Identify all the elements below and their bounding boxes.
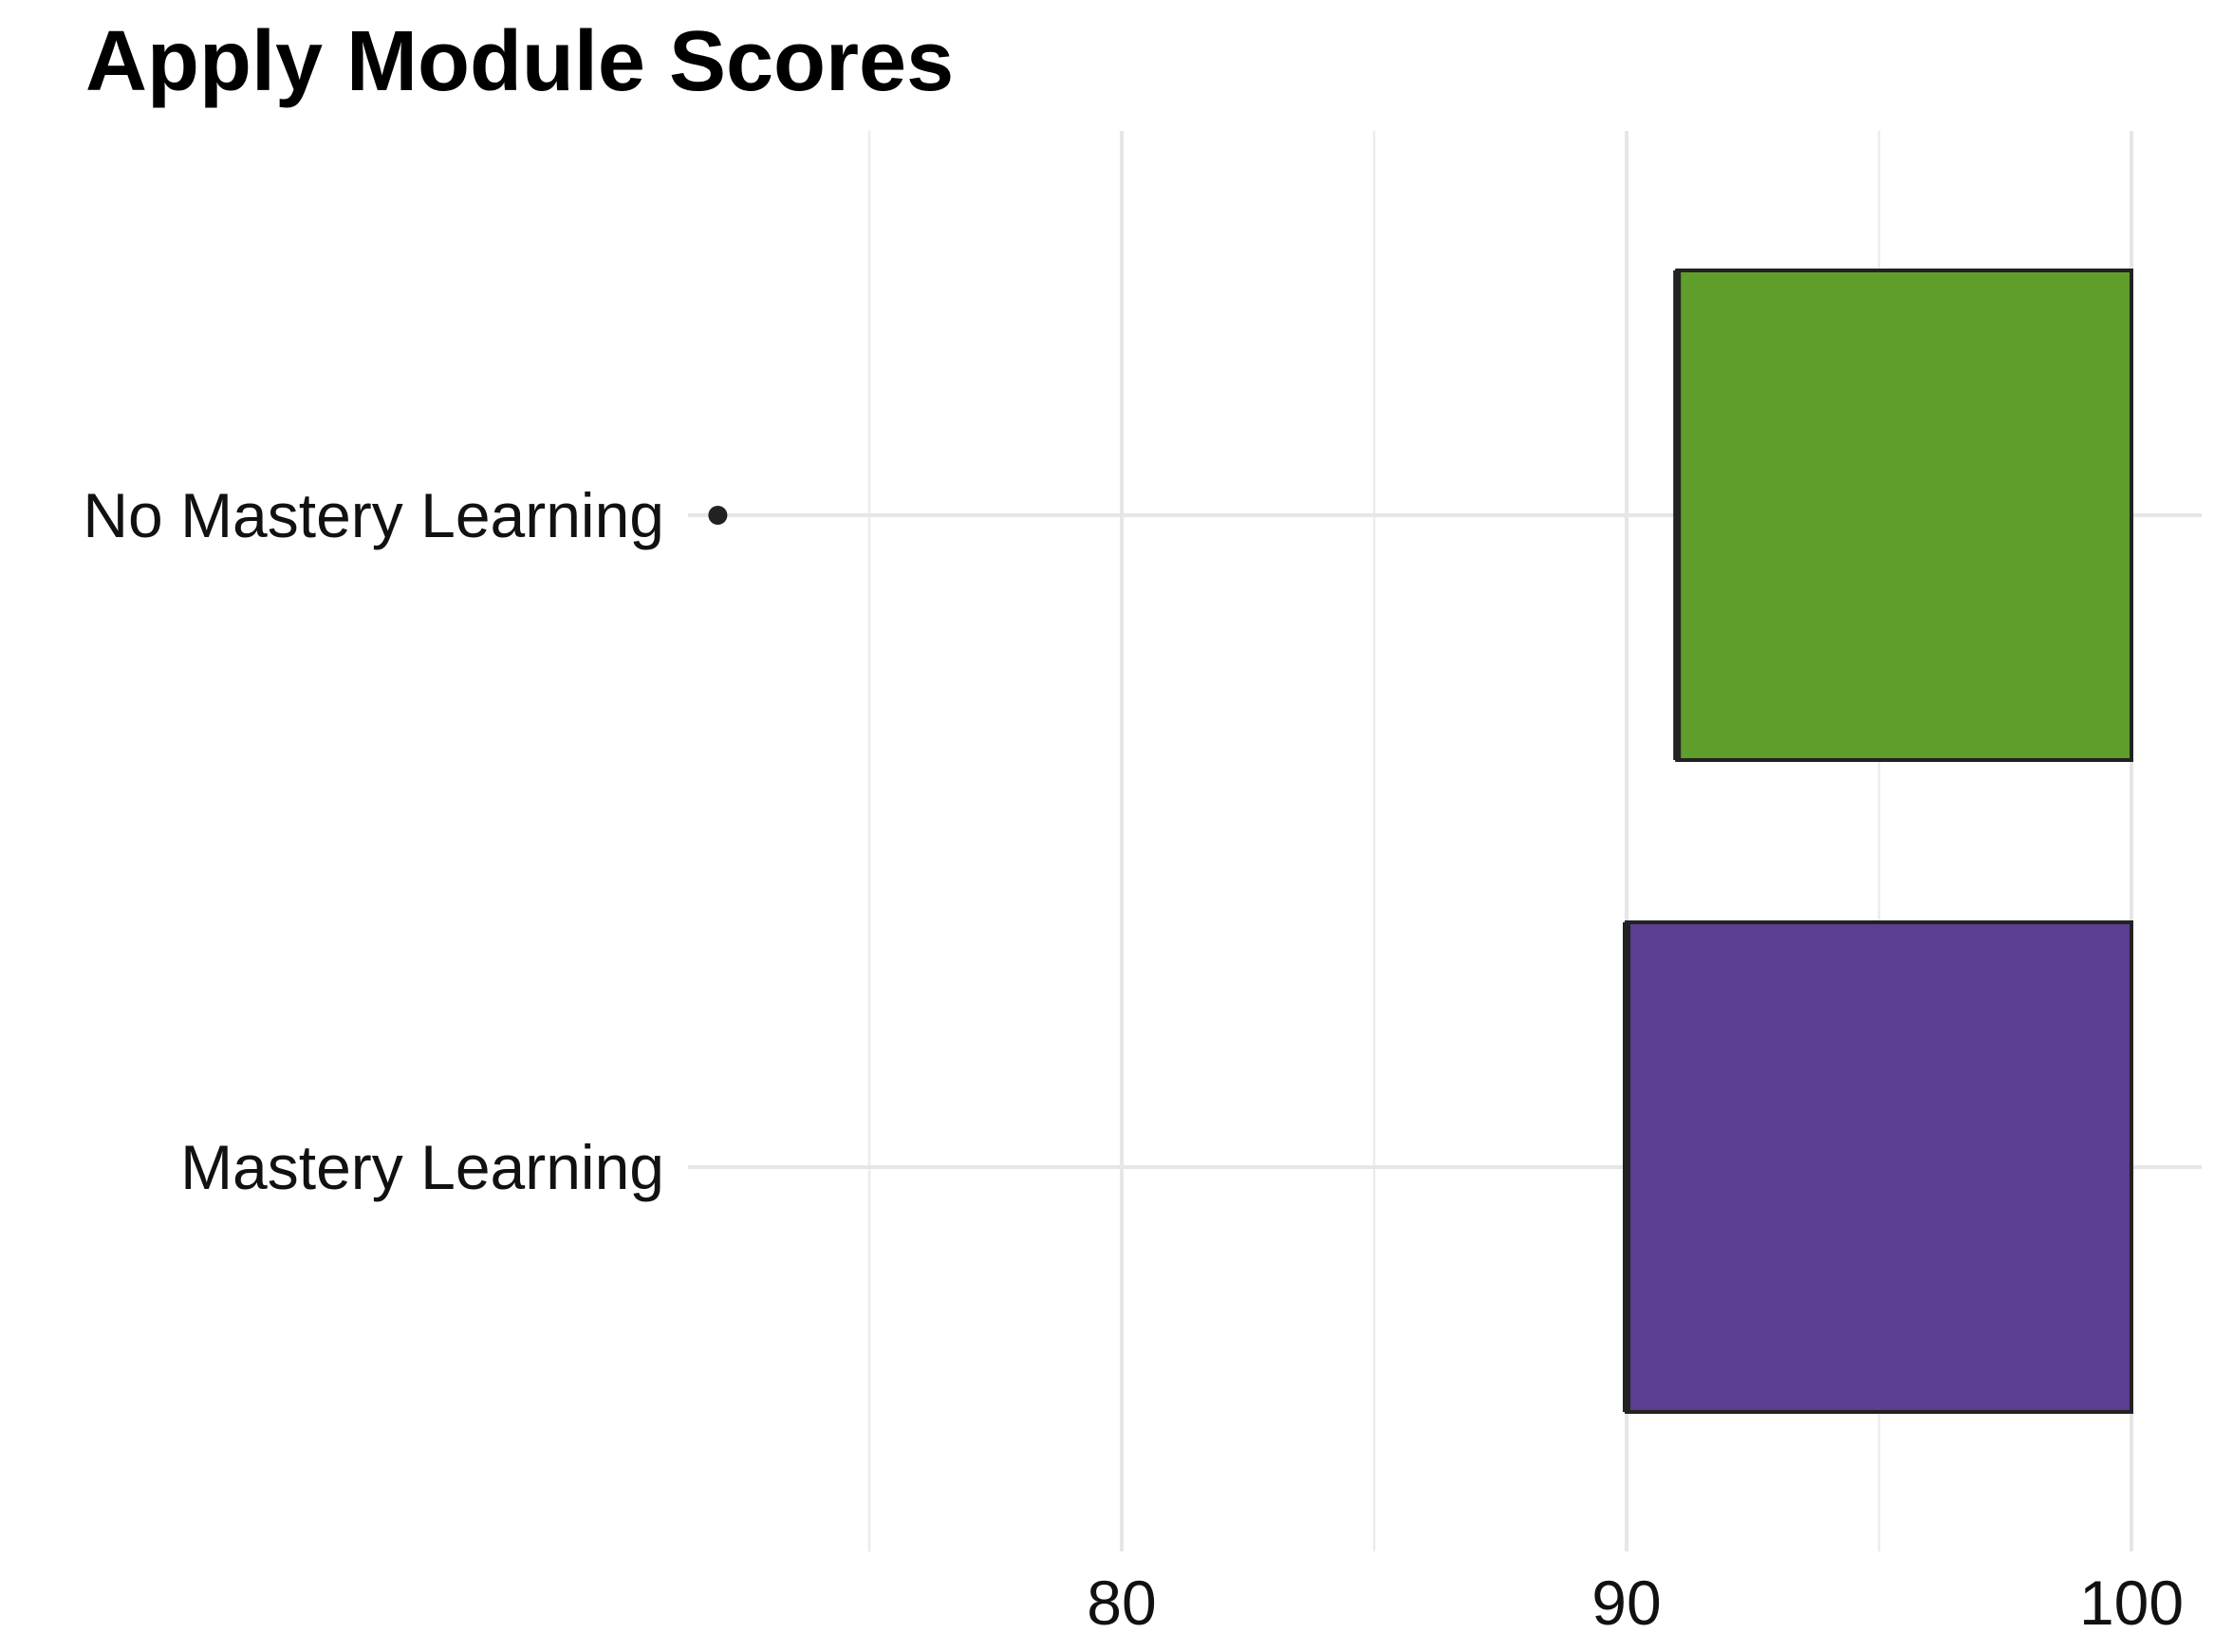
chart-title: Apply Module Scores: [85, 14, 954, 109]
category-label: Mastery Learning: [180, 1132, 664, 1202]
axis-labels: 80 90 100 No Mastery Learning Mastery Learni…: [83, 480, 2184, 1638]
x-tick-label: 90: [1591, 1568, 1661, 1638]
plot-area: [708, 269, 2133, 1414]
box: [1625, 920, 2133, 1414]
category-label: No Mastery Learning: [83, 480, 664, 550]
outlier-point: [708, 506, 728, 525]
x-tick-label: 100: [2079, 1568, 2184, 1638]
x-tick-label: 80: [1087, 1568, 1156, 1638]
box: [1675, 269, 2133, 762]
